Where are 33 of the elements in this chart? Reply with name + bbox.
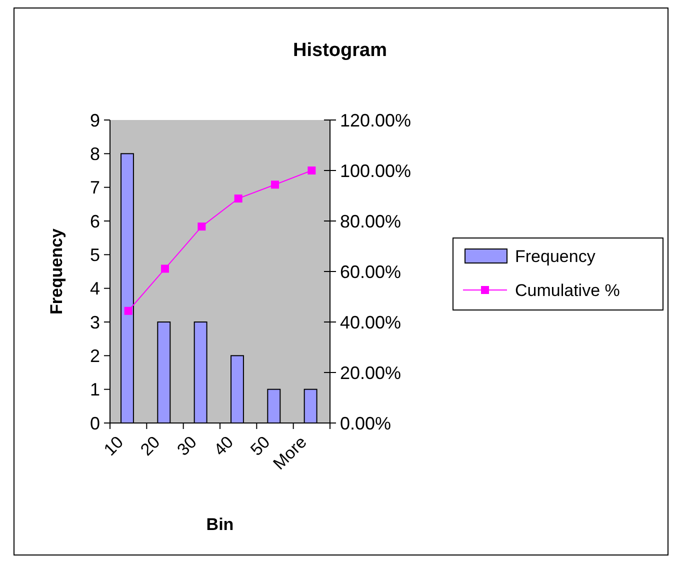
x-tick-label: 30 <box>174 432 200 460</box>
y-tick-label: 2 <box>90 346 100 366</box>
y2-tick-label: 120.00% <box>340 110 412 130</box>
point <box>308 166 316 174</box>
point <box>198 222 206 231</box>
x-tick-label: 50 <box>246 432 274 460</box>
x-axis-title: Bin <box>206 515 234 534</box>
chart-title: Histogram <box>293 40 387 61</box>
legend-label: Cumulative % <box>515 280 620 300</box>
y-tick-label: 3 <box>90 312 100 332</box>
y-tick-label: 4 <box>90 278 100 299</box>
legend-label: Frequency <box>515 246 596 266</box>
x-tick-label: 40 <box>210 432 238 460</box>
y2-tick-label: 100.00% <box>340 160 412 181</box>
y-tick-label: 5 <box>90 244 100 265</box>
y-tick-label: 6 <box>90 211 100 232</box>
y-tick-label: 0 <box>90 413 100 434</box>
y2-tick-label: 0.00% <box>340 413 392 434</box>
y2-tick-label: 60.00% <box>340 262 402 282</box>
x-tick-label: 20 <box>136 432 164 460</box>
y2-tick-label: 80.00% <box>340 211 402 232</box>
point <box>234 194 242 203</box>
y-tick-label: 8 <box>90 144 100 164</box>
point <box>124 306 132 315</box>
x-tick-label: 10 <box>100 432 128 460</box>
y-tick-label: 7 <box>90 178 100 198</box>
point <box>271 180 279 189</box>
y-axis-title: Frequency <box>47 228 66 314</box>
y-tick-label: 1 <box>90 380 100 400</box>
y-tick-label: 9 <box>90 110 100 130</box>
point <box>161 264 169 273</box>
y2-tick-label: 40.00% <box>340 312 402 332</box>
y2-tick-label: 20.00% <box>340 362 402 383</box>
